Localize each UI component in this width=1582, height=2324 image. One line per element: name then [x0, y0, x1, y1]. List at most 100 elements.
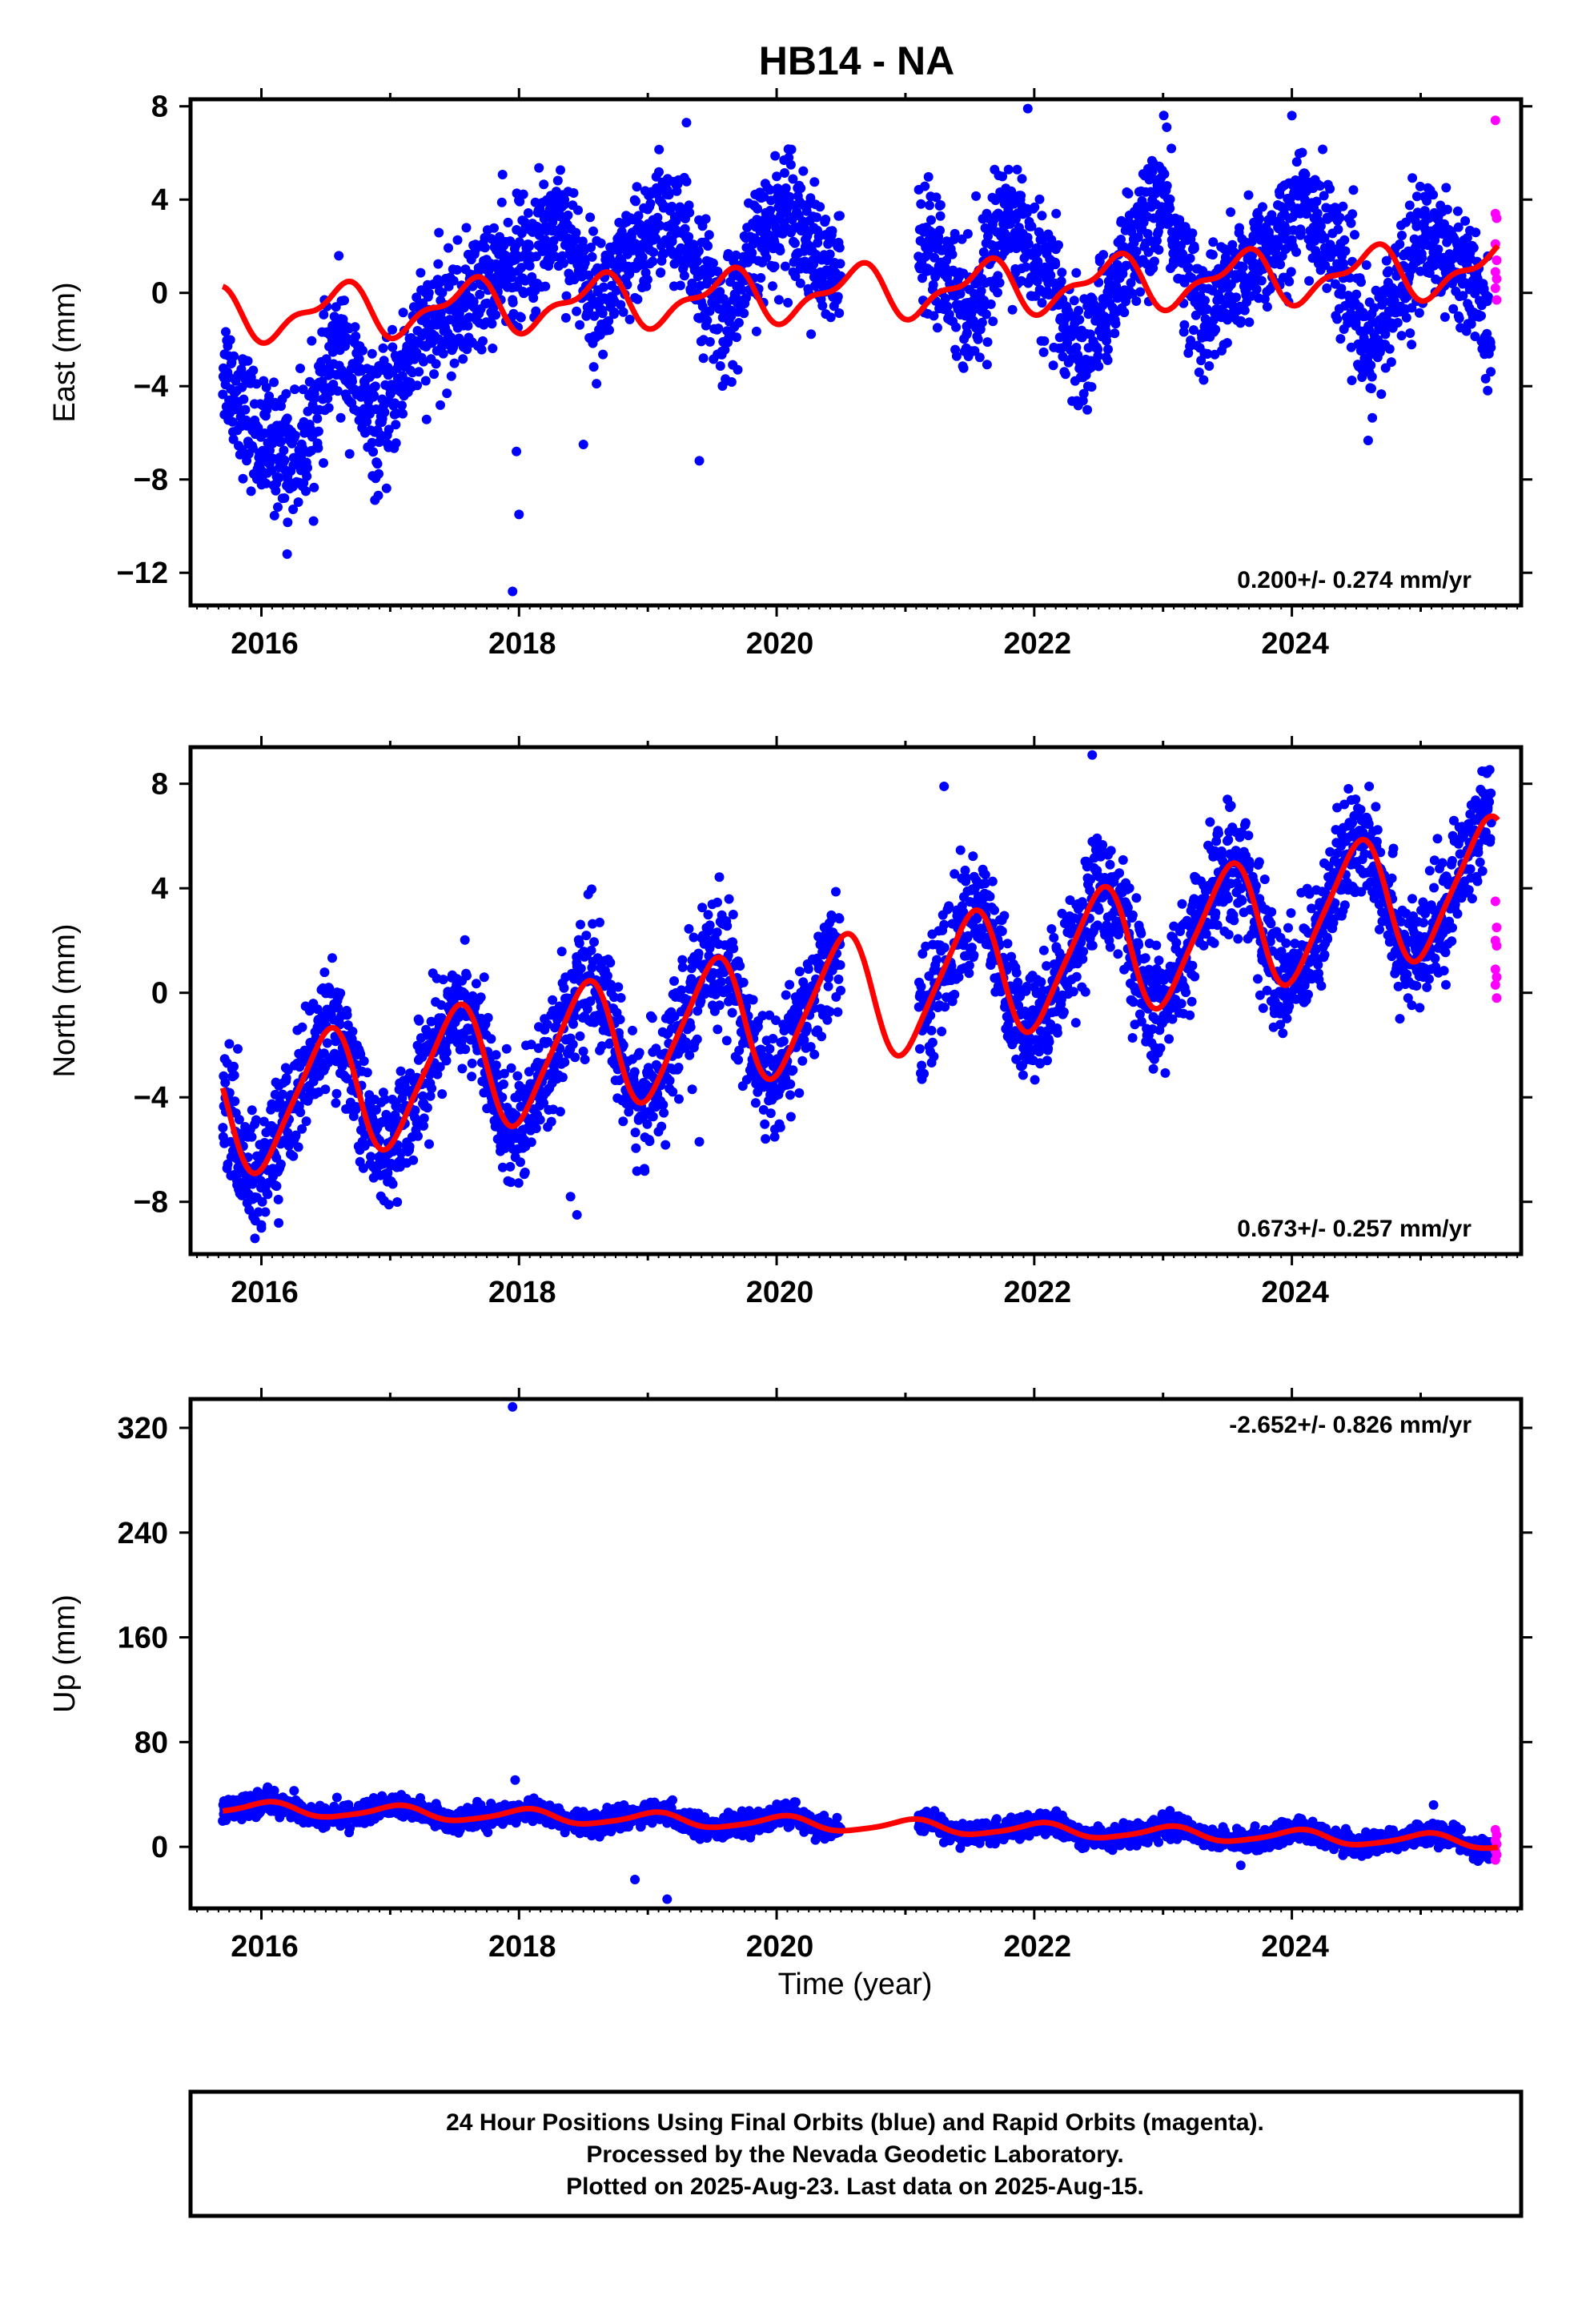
data-point: [785, 159, 796, 170]
data-point: [335, 988, 346, 999]
data-point: [656, 267, 666, 278]
data-point: [1135, 287, 1146, 297]
data-point: [441, 1047, 452, 1058]
data-point: [1315, 181, 1325, 191]
data-point: [783, 298, 793, 308]
data-point: [931, 192, 942, 203]
data-point: [1338, 201, 1348, 211]
data-point: [1482, 328, 1492, 339]
data-point: [1417, 253, 1427, 263]
data-point: [1460, 215, 1471, 226]
data-point: [1483, 385, 1493, 396]
data-point: [765, 205, 776, 215]
data-point: [1332, 314, 1343, 324]
data-point: [1361, 260, 1371, 270]
data-point: [986, 299, 996, 309]
data-point: [1238, 262, 1248, 272]
data-point: [573, 205, 583, 215]
data-point: [247, 1105, 257, 1116]
data-point: [1246, 291, 1256, 301]
data-point: [351, 331, 361, 341]
data-point: [656, 1121, 667, 1132]
data-point: [724, 894, 734, 904]
data-point: [1407, 173, 1418, 183]
east-rate-label: 0.200+/- 0.274 mm/yr: [1237, 567, 1472, 593]
outlier-point: [512, 446, 522, 456]
data-point: [715, 287, 725, 297]
data-point: [312, 413, 323, 424]
data-point: [313, 426, 323, 436]
data-point: [368, 447, 379, 457]
data-point: [1132, 210, 1142, 220]
data-point: [1366, 360, 1376, 371]
data-point: [1133, 232, 1143, 243]
data-point: [692, 1034, 702, 1044]
data-point: [416, 267, 426, 278]
data-point: [513, 1178, 524, 1188]
data-point: [1383, 266, 1394, 276]
data-point: [919, 1068, 930, 1079]
data-point: [1251, 284, 1262, 295]
data-point: [1411, 191, 1422, 202]
data-point: [506, 272, 516, 283]
data-point: [1211, 324, 1221, 335]
data-point: [528, 293, 539, 304]
data-point: [269, 377, 279, 388]
data-point: [739, 308, 749, 319]
data-point: [674, 1094, 684, 1104]
data-point: [618, 1116, 628, 1127]
data-point: [823, 981, 833, 991]
data-point: [976, 286, 986, 296]
data-point: [246, 486, 256, 497]
data-point: [531, 306, 541, 316]
x-tick-label: 2020: [746, 627, 814, 661]
data-point: [218, 389, 228, 400]
data-point: [785, 979, 795, 990]
data-point: [257, 1196, 267, 1207]
data-point: [803, 964, 813, 974]
data-point: [971, 191, 982, 201]
data-point: [319, 458, 328, 468]
data-point: [373, 490, 383, 501]
data-point: [1367, 372, 1377, 382]
data-point: [322, 1038, 332, 1048]
data-point: [653, 187, 664, 197]
data-point: [503, 217, 513, 227]
x-tick-label: 2018: [488, 627, 556, 661]
data-point: [988, 316, 998, 327]
data-point: [398, 308, 408, 318]
data-point: [1346, 218, 1356, 228]
data-point: [648, 247, 659, 257]
data-point: [251, 1115, 261, 1125]
data-point: [587, 884, 596, 895]
data-point: [785, 1090, 795, 1100]
data-point: [295, 1108, 306, 1117]
data-point: [556, 947, 567, 957]
data-point: [672, 186, 682, 196]
data-point: [1142, 228, 1153, 239]
data-point: [914, 1043, 925, 1054]
data-point: [354, 354, 364, 364]
data-point: [491, 1050, 501, 1060]
data-point: [1231, 292, 1241, 303]
data-point: [714, 872, 725, 883]
data-point: [705, 336, 715, 347]
data-point: [770, 151, 781, 161]
data-point: [1386, 357, 1396, 368]
data-point: [320, 1084, 331, 1095]
data-point: [765, 1108, 776, 1119]
data-point: [271, 485, 281, 496]
data-point: [1471, 227, 1481, 238]
data-point: [713, 1024, 723, 1035]
data-point: [1078, 388, 1089, 399]
data-point: [615, 1015, 625, 1024]
data-point: [599, 282, 608, 292]
data-point: [479, 972, 489, 983]
data-point: [1381, 255, 1391, 266]
data-point: [290, 384, 300, 395]
data-point: [644, 1136, 655, 1147]
data-point: [733, 1055, 744, 1065]
data-point: [342, 1010, 352, 1020]
data-point: [974, 352, 985, 363]
data-point: [1158, 111, 1169, 121]
